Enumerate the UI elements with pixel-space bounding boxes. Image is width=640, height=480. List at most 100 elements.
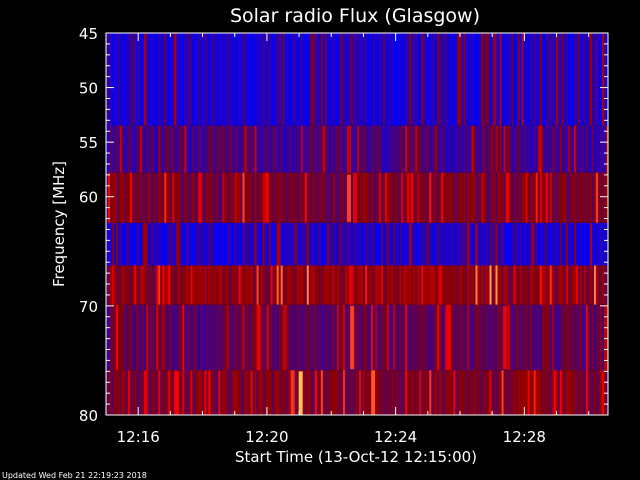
spectrogram-cell (581, 304, 585, 371)
spectrogram-cell (417, 222, 420, 266)
spectrogram-cell (551, 370, 555, 415)
spectrogram-cell (423, 370, 426, 415)
spectrogram-cell (387, 265, 390, 305)
spectrogram-cell (603, 222, 607, 266)
spectrogram-cell (210, 172, 213, 223)
spectrogram-cell (186, 172, 189, 223)
spectrogram-cell (276, 370, 279, 415)
spectrogram-cell (180, 125, 183, 173)
spectrogram-cell (467, 265, 470, 305)
spectrogram-cell (114, 33, 117, 126)
spectrogram-cell (591, 172, 595, 223)
spectrogram-cell (344, 125, 348, 173)
updated-timestamp: Updated Wed Feb 21 22:19:23 2018 (2, 471, 147, 480)
spectrogram-cell (324, 125, 328, 173)
spectrogram-cell (439, 370, 442, 415)
spectrogram-cell (170, 265, 173, 305)
spectrogram-cell (202, 172, 205, 223)
spectrogram-cell (238, 33, 241, 126)
spectrogram-cell (493, 265, 496, 305)
spectrogram-cell (282, 370, 286, 415)
spectrogram-cell (425, 222, 428, 266)
spectrogram-cell (451, 304, 454, 371)
spectrogram-cell (357, 265, 360, 305)
spectrogram-cell (236, 370, 239, 415)
spectrogram-cell (184, 370, 187, 415)
spectrogram-cell (238, 172, 241, 223)
spectrogram-cell (200, 265, 203, 305)
spectrogram-cell (385, 370, 388, 415)
spectrogram-cell (409, 370, 412, 415)
spectrogram-cell (399, 222, 402, 266)
spectrogram-cell (260, 304, 263, 371)
spectrogram-cell (511, 33, 514, 126)
spectrogram-cell (385, 172, 388, 223)
spectrogram-cell (551, 304, 555, 371)
spectrogram-cell (379, 304, 382, 371)
spectrogram-cell (134, 222, 137, 266)
spectrogram-cell (168, 125, 171, 173)
plot-area (106, 33, 609, 415)
spectrogram-cell (567, 33, 571, 126)
spectrogram-cell (250, 125, 253, 173)
spectrogram-cell (258, 265, 261, 305)
spectrogram-cell (455, 370, 458, 415)
spectrogram-cell (415, 370, 418, 415)
spectrogram-cell (491, 125, 494, 173)
spectrogram-cell (276, 265, 279, 305)
spectrogram-cell (405, 370, 408, 415)
spectrogram-cell (118, 304, 121, 371)
spectrogram-cell (168, 172, 171, 223)
spectrogram-cell (529, 172, 532, 223)
spectrogram-cell (236, 172, 239, 223)
spectrogram-cell (447, 304, 450, 371)
spectrogram-cell (320, 33, 324, 126)
spectrogram-cell (411, 222, 414, 266)
spectrogram-cell (497, 33, 500, 126)
spectrogram-cell (495, 125, 498, 173)
spectrogram-cell (286, 33, 290, 126)
spectrogram-cell (415, 222, 418, 266)
spectrogram-cell (266, 370, 269, 415)
spectrogram-cell (162, 172, 165, 223)
spectrogram-cell (244, 125, 247, 173)
spectrogram-cell (228, 125, 231, 173)
spectrogram-cell (154, 33, 157, 126)
spectrogram-cell (591, 304, 595, 371)
spectrogram-cell (320, 222, 324, 266)
spectrogram-cell (361, 222, 364, 266)
spectrogram-cell (531, 33, 535, 126)
spectrogram-cell (346, 222, 350, 266)
spectrogram-cell (108, 125, 111, 173)
spectrogram-cell (503, 265, 506, 305)
spectrogram-cell (254, 172, 257, 223)
spectrogram-cell (385, 125, 388, 173)
spectrogram-cell (379, 265, 382, 305)
spectrogram-cell (525, 265, 528, 305)
spectrogram-cell (124, 370, 127, 415)
spectrogram-cell (511, 125, 514, 173)
spectrogram-cell (242, 304, 245, 371)
spectrogram-cell (140, 370, 143, 415)
spectrogram-cell (455, 222, 458, 266)
spectrogram-cell (150, 265, 153, 305)
spectrogram-cell (591, 370, 595, 415)
spectrogram-cell (204, 370, 207, 415)
spectrogram-cell (537, 370, 541, 415)
spectrogram-cell (286, 222, 290, 266)
spectrogram-cell (537, 33, 541, 126)
spectrogram-cell (561, 172, 565, 223)
spectrogram-cell (124, 172, 127, 223)
spectrogram-cell (130, 172, 133, 223)
spectrogram-cell (226, 125, 229, 173)
spectrogram-cell (493, 222, 496, 266)
spectrogram-cell (535, 265, 539, 305)
spectrogram-cell (581, 370, 585, 415)
spectrogram-cell (156, 33, 159, 126)
spectrogram-cell (180, 172, 183, 223)
spectrogram-cell (106, 222, 109, 266)
spectrogram-cell (140, 33, 143, 126)
spectrogram-cell (405, 304, 408, 371)
spectrogram-cell (188, 172, 191, 223)
y-tick-label: 80 (79, 407, 98, 425)
